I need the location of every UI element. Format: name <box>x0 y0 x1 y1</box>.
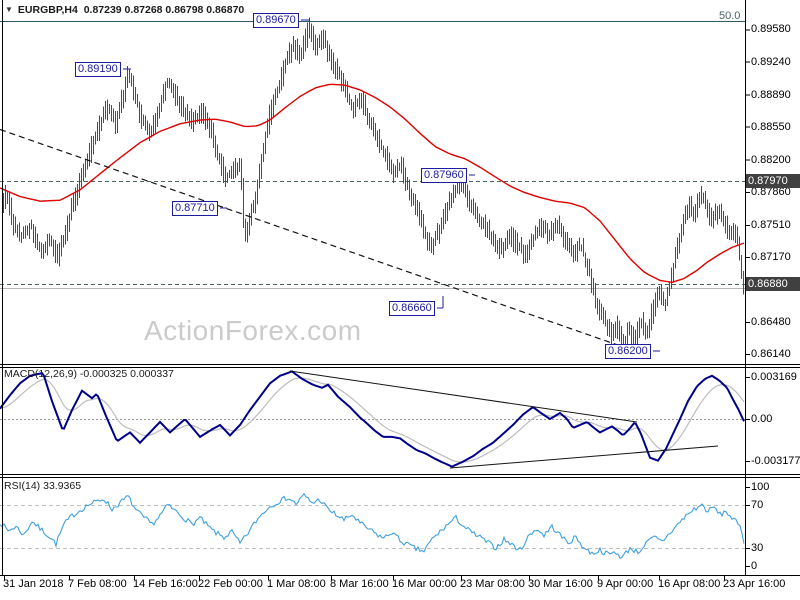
x-axis-label: 9 Apr 00:00 <box>597 578 654 590</box>
macd-axis-label: 0.003169 <box>751 371 797 383</box>
y-axis-label: 0.87510 <box>751 218 791 231</box>
x-axis-label: 14 Feb 16:00 <box>133 578 198 590</box>
y-axis-label: 0.88550 <box>751 120 791 133</box>
rsi-axis-label: 0 <box>751 560 758 572</box>
y-axis-label: 0.86480 <box>751 315 791 328</box>
rsi-axis-label: 30 <box>751 542 764 554</box>
rsi-axis-label: 70 <box>751 499 764 511</box>
symbol-header: ▼ EURGBP,H4 0.87239 0.87268 0.86798 0.868… <box>5 4 244 16</box>
macd-values: -0.000325 0.000337 <box>79 368 174 380</box>
y-axis-label: 0.88200 <box>751 153 791 166</box>
rsi-value: 33.9365 <box>43 480 82 492</box>
x-axis-label: 23 Apr 16:00 <box>723 578 786 590</box>
price-annotation[interactable]: 0.86200 <box>605 344 651 359</box>
x-axis-label: 8 Mar 16:00 <box>330 578 389 590</box>
rsi-axis-label: 100 <box>751 481 770 493</box>
price-annotation[interactable]: 0.87960 <box>421 168 467 183</box>
y-axis-label: 0.89580 <box>751 23 791 36</box>
x-axis-label: 16 Mar 00:00 <box>392 578 457 590</box>
x-axis-label: 16 Apr 08:00 <box>658 578 721 590</box>
price-annotation[interactable]: 0.89670 <box>253 13 299 28</box>
collapse-triangle-icon[interactable]: ▼ <box>5 5 13 14</box>
scale-label-50: 50.0 <box>719 10 741 22</box>
x-axis-label: 30 Mar 16:00 <box>528 578 593 590</box>
watermark: ActionForex.com <box>144 315 362 346</box>
x-axis-label: 1 Mar 08:00 <box>267 578 326 590</box>
y-axis-label: 0.87170 <box>751 250 791 263</box>
macd-axis-label: -0.003177 <box>751 455 800 467</box>
macd-label: MACD(12,26,9) -0.000325 0.000337 <box>4 368 174 380</box>
price-annotation[interactable]: 0.89190 <box>75 62 121 77</box>
price-tag: 0.87970 <box>746 174 800 189</box>
rsi-label: RSI(14) 33.9365 <box>4 480 82 492</box>
x-axis-label: 23 Mar 08:00 <box>460 578 525 590</box>
macd-axis-label: 0.00 <box>751 413 773 425</box>
y-axis-label: 0.89240 <box>751 55 791 68</box>
x-axis-label: 31 Jan 2018 <box>3 578 64 590</box>
y-axis-label: 0.87860 <box>751 185 791 198</box>
x-axis-label: 22 Feb 00:00 <box>198 578 263 590</box>
price-annotation[interactable]: 0.87710 <box>172 201 218 216</box>
symbol-name: EURGBP,H4 <box>17 4 78 16</box>
y-axis-label: 0.88890 <box>751 88 791 101</box>
price-tag: 0.86880 <box>746 277 800 292</box>
price-annotation[interactable]: 0.86660 <box>389 301 435 316</box>
x-axis-label: 7 Feb 08:00 <box>68 578 127 590</box>
ohlc-quote: 0.87239 0.87268 0.86798 0.86870 <box>83 4 245 16</box>
y-axis-label: 0.86140 <box>751 348 791 361</box>
